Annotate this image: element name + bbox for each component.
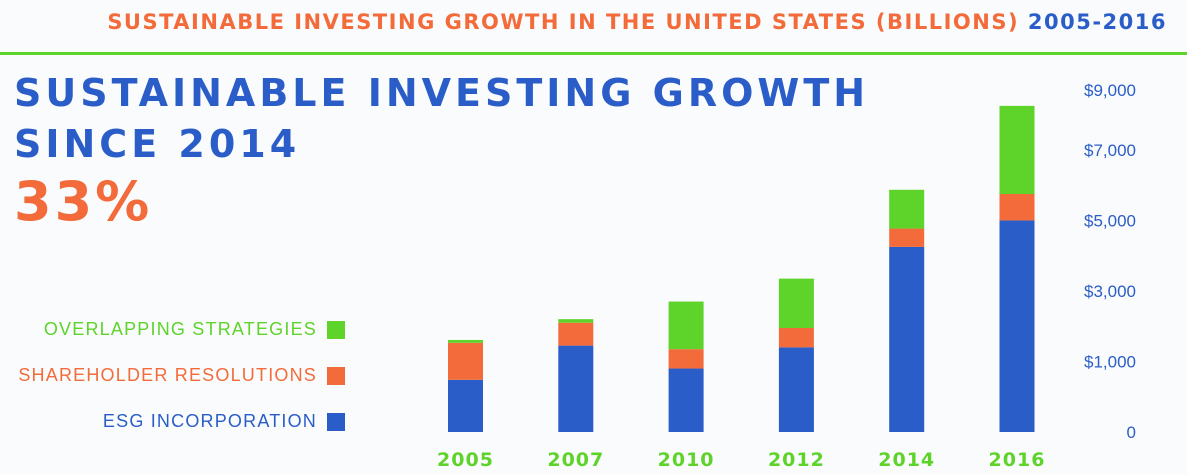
y-tick-label: 0 xyxy=(1127,423,1136,442)
bar-2016-shareholder-resolutions xyxy=(999,194,1035,221)
headline-line-2: SINCE 2014 xyxy=(14,122,301,166)
bar-2010-overlapping-strategies xyxy=(668,301,704,350)
x-tick-label: 2014 xyxy=(878,449,935,471)
bar-2010-shareholder-resolutions xyxy=(668,349,704,369)
legend-item-overlapping-strategies: OVERLAPPING STRATEGIES xyxy=(18,318,345,341)
bar-2012-overlapping-strategies xyxy=(778,278,814,328)
bar-2014-overlapping-strategies xyxy=(889,189,925,229)
headline: SUSTAINABLE INVESTING GROWTH SINCE 2014 xyxy=(14,68,869,170)
bar-2007-esg-incorporation xyxy=(558,345,594,432)
x-tick-label: 2005 xyxy=(437,449,494,471)
bar-2010-esg-incorporation xyxy=(668,368,704,432)
x-tick-label: 2012 xyxy=(768,449,825,471)
legend-swatch xyxy=(327,366,345,385)
legend-item-shareholder-resolutions: SHAREHOLDER RESOLUTIONS xyxy=(18,364,345,387)
legend-swatch xyxy=(327,412,345,431)
legend-label: SHAREHOLDER RESOLUTIONS xyxy=(18,365,317,385)
y-tick-label: $7,000 xyxy=(1084,141,1136,160)
header-title: SUSTAINABLE INVESTING GROWTH IN THE UNIT… xyxy=(107,10,1167,34)
header: SUSTAINABLE INVESTING GROWTH IN THE UNIT… xyxy=(0,0,1187,52)
chart-legend: OVERLAPPING STRATEGIES SHAREHOLDER RESOLU… xyxy=(18,318,345,456)
bar-2012-esg-incorporation xyxy=(778,347,814,432)
y-tick-label: $1,000 xyxy=(1084,352,1136,371)
legend-item-esg-incorporation: ESG INCORPORATION xyxy=(18,410,345,433)
bar-2016-esg-incorporation xyxy=(999,220,1035,432)
bar-2007-overlapping-strategies xyxy=(558,319,594,323)
legend-label: OVERLAPPING STRATEGIES xyxy=(43,319,317,339)
bar-2014-shareholder-resolutions xyxy=(889,228,925,247)
legend-swatch xyxy=(327,320,345,339)
y-tick-label: $5,000 xyxy=(1084,211,1136,230)
bar-2014-esg-incorporation xyxy=(889,246,925,432)
bar-2005-esg-incorporation xyxy=(448,379,483,432)
header-title-years: 2005-2016 xyxy=(1027,10,1167,34)
bar-2016-overlapping-strategies xyxy=(999,105,1035,195)
bar-2005-shareholder-resolutions xyxy=(448,342,483,380)
legend-label: ESG INCORPORATION xyxy=(102,411,317,431)
bar-2012-shareholder-resolutions xyxy=(778,327,814,348)
x-tick-label: 2016 xyxy=(989,449,1046,471)
header-divider xyxy=(0,52,1187,55)
x-tick-label: 2010 xyxy=(658,449,715,471)
bar-2005-overlapping-strategies xyxy=(448,339,483,343)
bar-2007-shareholder-resolutions xyxy=(558,322,594,346)
headline-line-1: SUSTAINABLE INVESTING GROWTH xyxy=(14,71,870,115)
header-title-main: SUSTAINABLE INVESTING GROWTH IN THE UNIT… xyxy=(107,10,1020,34)
y-tick-label: $3,000 xyxy=(1084,282,1136,301)
y-tick-label: $9,000 xyxy=(1084,81,1136,100)
x-tick-label: 2007 xyxy=(547,449,604,471)
growth-percent: 33% xyxy=(14,170,153,233)
